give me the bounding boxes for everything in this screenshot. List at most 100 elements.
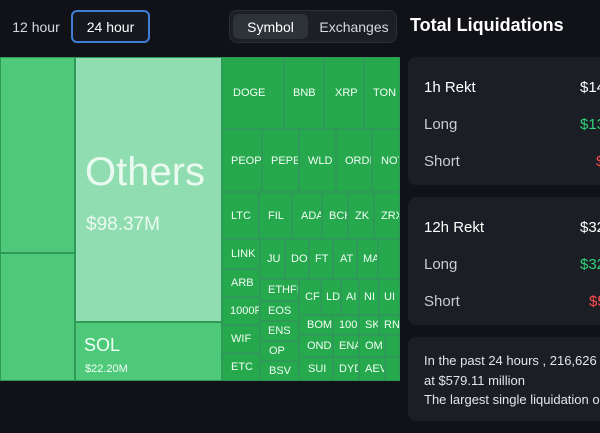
short-value: $5 <box>589 293 600 310</box>
treemap-tile-zk[interactable]: ZK <box>348 192 374 239</box>
tile-label: BSV <box>269 365 292 377</box>
tile-label: AI <box>346 291 357 303</box>
tile-label: FT <box>315 253 329 265</box>
treemap-tile-sui[interactable]: SUI <box>299 357 333 381</box>
treemap-tile-op[interactable]: OP <box>260 341 299 361</box>
treemap-tile-ju[interactable]: JU <box>260 239 285 279</box>
rekt-header: 12h Rekt <box>424 219 485 236</box>
treemap-tile-ai[interactable]: AI <box>341 279 359 315</box>
treemap-tile-fil[interactable]: FIL <box>259 192 292 239</box>
treemap-tile-bom[interactable]: BOM <box>299 315 333 335</box>
treemap-tile-ena[interactable]: ENA <box>333 335 359 357</box>
tab-exchanges[interactable]: Exchanges <box>319 18 389 35</box>
treemap-tile-rn[interactable]: RN <box>379 315 400 335</box>
treemap-tile-1000f[interactable]: 1000F <box>222 297 260 325</box>
tile-label: XRP <box>335 87 358 99</box>
tile-label: BCH <box>329 209 347 222</box>
treemap-tile-ft[interactable]: FT <box>309 239 333 279</box>
treemap-tile-bnb[interactable]: BNB <box>284 57 324 129</box>
treemap-tile-ni[interactable]: NI <box>359 279 379 315</box>
tile-label: OP <box>269 345 285 357</box>
treemap-tile-not[interactable]: NOT <box>372 129 400 192</box>
treemap-tile-small-a[interactable] <box>378 239 400 279</box>
treemap-tile-eos[interactable]: EOS <box>260 301 299 321</box>
tile-label: 100 <box>339 319 358 331</box>
treemap-tile-ordi[interactable]: ORDI <box>336 129 372 192</box>
treemap-tile-wld[interactable]: WLD <box>299 129 336 192</box>
treemap-tile-ens[interactable]: ENS <box>260 321 299 341</box>
long-value: $13 <box>580 116 600 133</box>
tile-label: RN <box>384 319 400 331</box>
treemap-tile-ltc[interactable]: LTC <box>222 192 259 239</box>
tile-label: SUI <box>308 363 327 375</box>
treemap-tile-xrp[interactable]: XRP <box>324 57 364 129</box>
treemap-tile-arb[interactable]: ARB <box>222 269 260 297</box>
treemap-tile-small-c[interactable] <box>385 357 400 381</box>
tile-label: AT <box>340 253 354 265</box>
tile-label: ENA <box>339 340 358 352</box>
tile-label: BOM <box>307 319 333 331</box>
tile-label: WLD <box>308 154 333 167</box>
treemap-tile-pepe[interactable]: PEPE <box>262 129 299 192</box>
tile-label: PEPE <box>271 154 299 167</box>
tab-symbol[interactable]: Symbol <box>233 14 308 39</box>
treemap-tile-at[interactable]: AT <box>333 239 357 279</box>
tile-label: DYD <box>339 363 358 375</box>
tile-label: LINK <box>231 248 256 260</box>
tile-label: LD <box>326 291 341 303</box>
treemap-tile-ui[interactable]: UI <box>379 279 400 315</box>
treemap-tile-bsv[interactable]: BSV <box>260 361 299 381</box>
rekt-header: 1h Rekt <box>424 79 476 96</box>
long-value: $32 <box>580 256 600 273</box>
treemap-tile-ethfi[interactable]: ETHFI <box>260 279 299 301</box>
treemap-tile-wif[interactable]: WIF <box>222 325 260 353</box>
treemap-tile-om[interactable]: OM <box>359 335 385 357</box>
treemap-tile-left-bottom[interactable] <box>0 253 75 381</box>
treemap-tile-do[interactable]: DO <box>285 239 309 279</box>
tile-label: DO <box>291 253 308 265</box>
tile-label: BNB <box>293 87 316 99</box>
treemap-tile-link[interactable]: LINK <box>222 239 260 269</box>
treemap-tile-small-b[interactable] <box>385 335 400 357</box>
others-value: $98.37M <box>86 214 160 235</box>
treemap-tile-cf[interactable]: CF <box>299 279 321 315</box>
tile-label: NOT <box>381 154 399 167</box>
treemap-tile-bch[interactable]: BCH <box>322 192 348 239</box>
tile-label: DOGE <box>233 87 266 99</box>
rekt-card-1h: 1h Rekt $14 Long $13 Short $ <box>408 57 600 185</box>
treemap-tile-ld[interactable]: LD <box>321 279 341 315</box>
tile-label: ZRX <box>381 209 399 222</box>
treemap-tile-100[interactable]: 100 <box>333 315 359 335</box>
tab-12-hour[interactable]: 12 hour <box>12 18 60 35</box>
treemap-tile-doge[interactable]: DOGE <box>222 57 284 129</box>
treemap-tile-ton[interactable]: TON <box>364 57 400 129</box>
summary-line-2: at $579.11 million <box>424 373 525 388</box>
short-label: Short <box>424 293 460 310</box>
tile-label: CF <box>305 291 320 303</box>
tile-label: LTC <box>231 209 251 222</box>
treemap-tile-left-top[interactable] <box>0 57 75 253</box>
tile-label: 1000F <box>230 305 260 317</box>
treemap-tile-zrx[interactable]: ZRX <box>374 192 400 239</box>
tile-label: MA <box>363 253 378 265</box>
others-name: Others <box>85 150 206 194</box>
short-value: $ <box>596 153 600 170</box>
tab-24-hour[interactable]: 24 hour <box>71 10 150 43</box>
treemap-tile-sk[interactable]: SK <box>359 315 379 335</box>
treemap-tile-sol[interactable]: SOL $22.20M <box>75 322 222 381</box>
treemap-tile-others[interactable]: Others $98.37M <box>75 57 222 322</box>
tile-label: SK <box>365 319 379 331</box>
treemap-tile-ada[interactable]: ADA <box>292 192 322 239</box>
treemap-tile-etc[interactable]: ETC <box>222 353 260 381</box>
rekt-total-value: $14 <box>580 79 600 96</box>
treemap-tile-dyd[interactable]: DYD <box>333 357 359 381</box>
short-label: Short <box>424 153 460 170</box>
treemap-tile-ma[interactable]: MA <box>357 239 378 279</box>
treemap-tile-aev[interactable]: AEV <box>359 357 385 381</box>
tile-label: JU <box>267 253 281 265</box>
sol-value: $22.20M <box>85 363 128 375</box>
long-label: Long <box>424 256 458 273</box>
rekt-total-value: $32 <box>580 219 600 236</box>
treemap-tile-peopi[interactable]: PEOPI <box>222 129 262 192</box>
treemap-tile-ond[interactable]: OND <box>299 335 333 357</box>
